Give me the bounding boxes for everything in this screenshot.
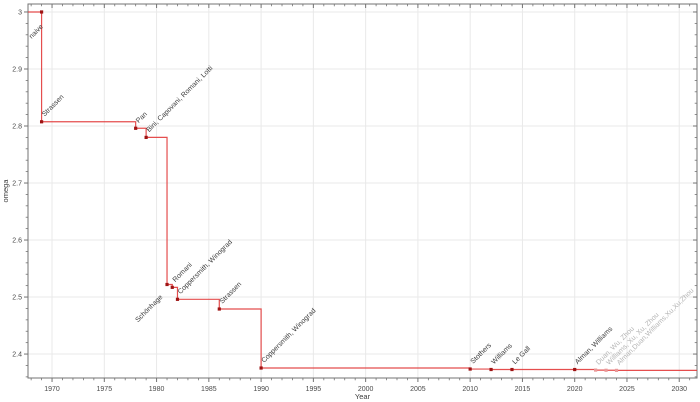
x-tick-label: 1975: [97, 386, 113, 393]
y-tick-label: 2.4: [12, 352, 22, 359]
x-tick-label: 1985: [201, 386, 217, 393]
data-point-marker: [134, 126, 138, 130]
data-point-marker: [175, 297, 180, 301]
data-point-label: Le Gall: [511, 345, 532, 366]
y-axis-label: omega: [1, 179, 10, 203]
data-point-marker: [39, 10, 44, 14]
x-tick-label: 1980: [149, 386, 165, 393]
data-point-label: Strassen: [41, 94, 66, 119]
x-tick-label: 2030: [671, 386, 687, 393]
data-point-label: Pan: [135, 111, 149, 125]
data-point-label: Strassen: [219, 281, 244, 306]
plot-frame: [27, 3, 698, 379]
data-point-marker: [170, 285, 174, 289]
y-tick-label: 2.7: [12, 181, 22, 188]
data-point-label: Coppersmith, Winograd: [261, 307, 318, 364]
data-point-label: Alman,Duan,Williams,Xu,Xu,Zhou: [616, 287, 696, 367]
x-tick-label: 1995: [306, 386, 322, 393]
data-point-label: Schönhage: [134, 294, 164, 324]
data-point-marker: [510, 367, 514, 372]
y-tick-label: 2.8: [12, 124, 22, 131]
data-point-marker: [39, 120, 44, 124]
x-tick-label: 2000: [358, 386, 374, 393]
x-axis-label: Year: [355, 392, 371, 401]
omega-step-line: [28, 11, 697, 371]
x-tick-label: 2005: [410, 386, 426, 393]
data-point-marker: [573, 367, 577, 372]
data-point-label: Bini, Capovani, Romani, Lotti: [146, 65, 215, 134]
data-point-marker: [468, 367, 472, 371]
x-tick-label: 2015: [515, 386, 531, 393]
y-tick-label: 2.9: [12, 66, 22, 73]
data-point-marker: [604, 368, 608, 372]
x-tick-label: 1990: [253, 386, 269, 393]
data-point-marker: [144, 135, 148, 140]
x-tick-label: 2010: [462, 386, 478, 393]
data-point-label: naive: [28, 24, 45, 41]
data-point-marker: [594, 368, 598, 372]
y-tick-label: 2.6: [12, 238, 22, 245]
x-tick-label: 1970: [44, 386, 60, 393]
data-point-marker: [489, 367, 493, 372]
x-tick-label: 2025: [619, 386, 635, 393]
data-point-marker: [165, 282, 169, 287]
data-point-marker: [614, 368, 619, 372]
data-point-label: Williams, Xu, Xu, Zhou: [606, 312, 661, 367]
x-tick-label: 2020: [567, 386, 583, 393]
data-point-marker: [217, 307, 221, 311]
data-point-marker: [259, 366, 263, 370]
y-tick-label: 3: [18, 9, 22, 16]
y-tick-label: 2.5: [12, 295, 22, 302]
